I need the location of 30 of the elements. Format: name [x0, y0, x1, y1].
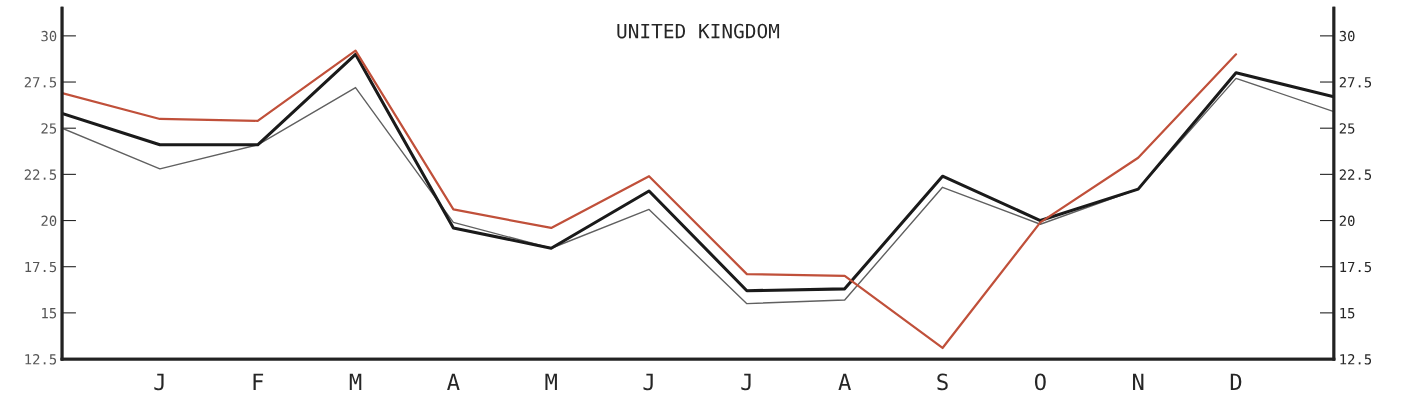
- y-tick-label: 22.5: [24, 169, 57, 180]
- x-tick-label: S: [937, 373, 948, 391]
- x-tick-label: O: [1034, 373, 1046, 391]
- y2-tick-label: 20: [1339, 215, 1355, 227]
- x-tick-label: J: [154, 373, 164, 391]
- y2-tick-label: 25: [1339, 123, 1355, 134]
- y-tick-label: 20: [41, 215, 57, 227]
- x-tick-label: J: [643, 373, 653, 391]
- y2-tick-label: 15: [1340, 308, 1355, 319]
- x-tick-label: F: [253, 373, 264, 390]
- x-tick-label: A: [447, 373, 460, 390]
- y-tick-label: 27.5: [24, 77, 57, 88]
- y-tick-label: 12.5: [25, 354, 57, 365]
- x-tick-label: M: [545, 373, 557, 390]
- y2-tick-label: 30: [1339, 30, 1355, 42]
- y-tick-label: 17.5: [25, 261, 57, 273]
- y2-tick-label: 17.5: [1340, 261, 1372, 273]
- x-tick-label: M: [349, 373, 362, 390]
- y-tick-label: 30: [41, 30, 57, 42]
- y2-tick-label: 22.5: [1339, 169, 1372, 180]
- y-tick-label: 25: [41, 123, 57, 134]
- line-series: [62, 49, 1238, 350]
- x-tick-label: J: [741, 373, 751, 391]
- x-tick-label: N: [1133, 373, 1144, 390]
- y2-tick-label: 12.5: [1340, 354, 1372, 365]
- x-tick-label: D: [1230, 373, 1242, 390]
- y-tick-label: 15: [42, 308, 57, 319]
- text: UNITED KINGDOM: [617, 23, 780, 39]
- y2-tick-label: 27.5: [1339, 77, 1372, 88]
- x-tick-label: A: [838, 373, 851, 390]
